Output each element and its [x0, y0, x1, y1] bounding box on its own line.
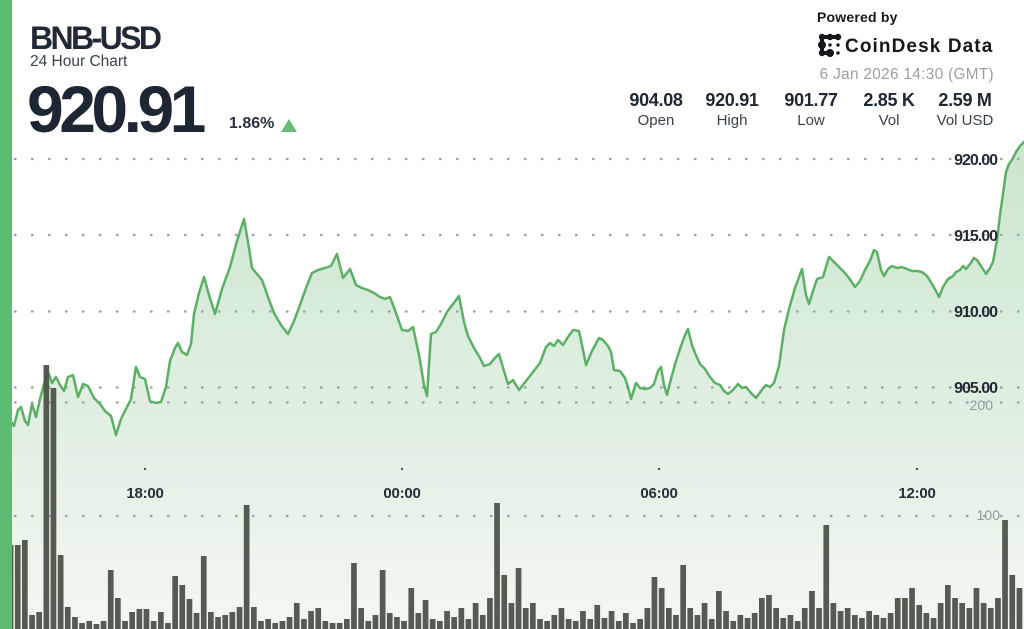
svg-text:CoinDesk Data: CoinDesk Data — [845, 36, 993, 57]
